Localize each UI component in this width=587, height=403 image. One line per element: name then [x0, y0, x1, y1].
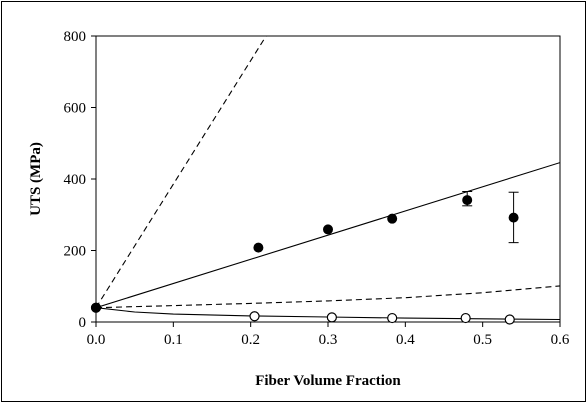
y-tick-label: 200 — [64, 244, 87, 260]
x-tick-label: 0.1 — [164, 332, 183, 348]
data-point-filled — [91, 302, 101, 313]
data-point-filled — [253, 242, 264, 253]
data-point-filled — [462, 195, 473, 206]
data-point-open — [249, 311, 260, 322]
y-axis-title: UTS (MPa) — [28, 142, 44, 216]
data-point-filled — [387, 213, 398, 224]
x-tick-label: 0.3 — [319, 332, 338, 348]
axis-ticks: 0.0 0.1 0.2 0.3 0.4 0.5 0.6 0 200 400 600 800 — [64, 29, 570, 348]
data-point-open — [326, 312, 337, 323]
x-tick-label: 0.6 — [551, 332, 570, 348]
y-tick-label: 800 — [64, 29, 87, 45]
x-tick-label: 0.5 — [473, 332, 492, 348]
dashed-model-line-3 — [96, 36, 267, 308]
plot-area-border — [95, 35, 561, 323]
y-tick-label: 600 — [64, 101, 87, 117]
y-tick-label: 400 — [64, 172, 87, 188]
x-tick-label: 0.0 — [87, 332, 106, 348]
data-point-open — [387, 312, 398, 324]
data-point-open — [504, 314, 515, 325]
dashed-model-line-4 — [96, 285, 560, 309]
y-tick-label: 0 — [79, 315, 87, 331]
chart-marks — [90, 36, 560, 325]
data-point-filled — [508, 212, 519, 223]
data-point-open — [460, 312, 471, 324]
solid-model-line-2 — [96, 162, 560, 309]
x-tick-label: 0.2 — [241, 332, 260, 348]
x-tick-label: 0.4 — [396, 332, 415, 348]
x-axis-title: Fiber Volume Fraction — [255, 373, 401, 389]
data-point-filled — [323, 224, 333, 235]
